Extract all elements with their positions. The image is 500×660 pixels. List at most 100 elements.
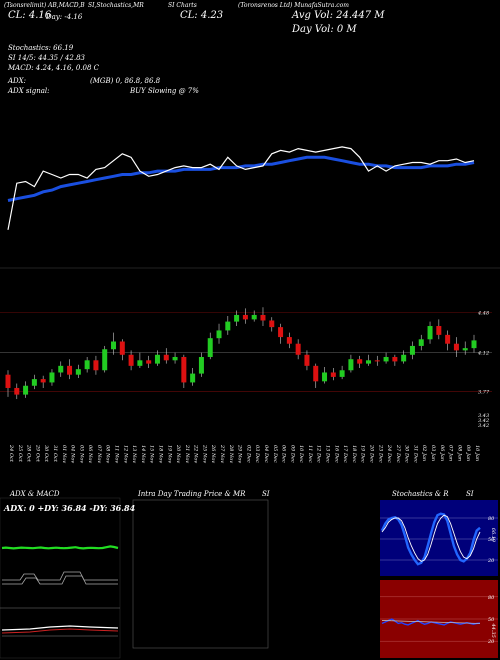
stoch-panel-title: Stochastics & R (392, 490, 449, 498)
price-label: 3.77 (478, 389, 490, 395)
date-label: 16 Dec (333, 445, 339, 463)
candle-body (304, 354, 310, 366)
macd-line (1, 625, 119, 631)
candle-body (40, 379, 46, 383)
candle-body (392, 356, 398, 362)
date-label: 03 Dec (254, 445, 260, 463)
candle-body (111, 341, 117, 350)
candle-body (278, 327, 284, 338)
candle-body (409, 345, 415, 355)
date-label: 02 Jan (421, 445, 427, 461)
price-label: 4.12 (477, 351, 489, 357)
date-label: 19 Dec (360, 445, 366, 463)
candle-body (348, 359, 354, 371)
date-label: 11 Dec (307, 445, 313, 463)
stochastic-line (380, 512, 481, 566)
candle-body (49, 372, 55, 383)
date-label: 15 Nov (149, 445, 155, 463)
close-left: CL: 4.16 (8, 10, 52, 21)
avg-vol: Avg Vol: 24.447 M (292, 10, 385, 21)
date-label: 09 Dec (289, 445, 295, 463)
date-label: 09 Jan (465, 445, 471, 461)
adx-line (1, 545, 119, 550)
price-line (7, 146, 475, 230)
date-label: 27 Dec (395, 444, 401, 463)
candle-body (14, 387, 20, 395)
date-label: 13 Dec (325, 445, 331, 463)
macd-signal-line (1, 628, 119, 634)
date-label: 28 Oct (26, 444, 32, 463)
date-label: 02 Dec (245, 445, 251, 463)
candle-body (286, 337, 292, 344)
candle-body (102, 349, 108, 371)
candle-body (322, 372, 328, 382)
date-label: 05 Dec (272, 445, 278, 463)
candle-body (119, 341, 125, 355)
header-title-left: (Tsonsrelimit) AB,MACD,B (4, 2, 85, 9)
candle-body (216, 330, 222, 339)
candle-body (172, 356, 178, 361)
date-label: 31 Oct (52, 445, 58, 463)
stoch-value-label: 66.19 (490, 528, 496, 543)
date-label: 10 Jan (474, 445, 480, 461)
candle-body (146, 360, 152, 364)
candle-body (462, 348, 468, 351)
date-label: 30 Dec (404, 445, 410, 463)
stoch-panel-si: SI (466, 490, 474, 498)
rsi-signal-line (381, 620, 481, 624)
date-label: 12 Dec (316, 445, 322, 463)
date-label: 05 Nov (78, 445, 84, 463)
candle-body (251, 314, 257, 320)
date-label: 08 Jan (456, 445, 462, 461)
candle-body (374, 360, 380, 362)
candle-body (330, 372, 336, 377)
adx-values: (MGB) 0, 86.8, 86.8 (90, 77, 161, 85)
adx-panel-title: ADX & MACD (10, 490, 60, 498)
candle-body (31, 379, 37, 386)
date-label: 06 Dec (281, 445, 287, 463)
date-label: 18 Dec (351, 445, 357, 463)
close-mid: CL: 4.23 (180, 10, 224, 21)
candle-body (339, 370, 345, 377)
date-label: 18 Nov (157, 445, 163, 463)
intraday-panel-title: Intra Day Trading Price & MR (138, 490, 246, 498)
date-label: 19 Nov (166, 445, 172, 463)
date-label: 17 Dec (342, 445, 348, 463)
candle-body (234, 314, 240, 322)
date-label: 07 Nov (96, 445, 102, 463)
date-label: 03 Jan (430, 445, 436, 461)
price-label: 3.42 (478, 418, 489, 424)
candle-body (453, 343, 459, 351)
stoch-level-label: 80 (488, 516, 495, 522)
candle-body (163, 354, 169, 361)
header-title-right: (Toronsrenos Ltd) MunafaSutra.com (238, 2, 349, 9)
date-label: 21 Nov (184, 444, 190, 463)
candle-body (383, 356, 389, 362)
date-label: 04 Nov (70, 445, 76, 463)
stochastic-panel (380, 500, 498, 576)
price-label: 3.43 (478, 413, 489, 419)
header-title-mid2: SI Charts (168, 2, 197, 9)
candle-body (427, 326, 433, 340)
adx-label: ADX: (8, 77, 27, 85)
candle-body (23, 385, 29, 395)
stochastic-signal-line (381, 514, 481, 562)
candle-body (225, 321, 231, 331)
date-label: 29 Nov (237, 444, 243, 463)
candle-body (313, 365, 319, 382)
candle-body (58, 365, 64, 373)
date-label: 26 Nov (210, 444, 216, 463)
candle-body (5, 374, 11, 388)
stoch-level-label: 20 (487, 558, 495, 564)
candle-body (198, 356, 204, 374)
date-label: 10 Dec (298, 445, 304, 463)
header-title-mid1: SI,Stochastics,MR (88, 2, 144, 9)
date-label: 06 Jan (439, 445, 445, 461)
candle-body (401, 354, 407, 362)
date-label: 08 Nov (105, 445, 111, 463)
candle-body (295, 343, 301, 355)
candle-body (445, 334, 451, 344)
candle-body (181, 356, 187, 383)
candle-body (207, 338, 213, 357)
